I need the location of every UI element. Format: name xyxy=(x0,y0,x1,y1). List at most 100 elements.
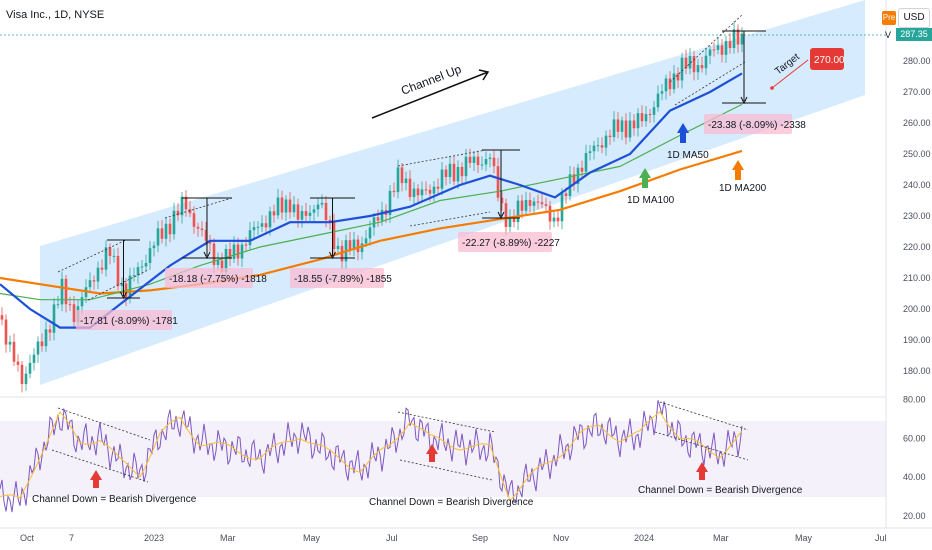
candle-body xyxy=(372,217,376,228)
candle-body xyxy=(48,329,52,333)
rsi-channel-line xyxy=(654,431,749,461)
candle-body xyxy=(220,260,224,273)
candle-body xyxy=(52,304,56,333)
candle-body xyxy=(144,263,148,267)
time-tick-label: 2023 xyxy=(144,533,164,543)
candle-body xyxy=(280,197,284,213)
candle-body xyxy=(688,56,692,69)
target-point xyxy=(770,86,774,90)
drop-label-text: -23.38 (-8.09%) -2338 xyxy=(708,120,806,131)
price-tick-label: 230.00 xyxy=(903,211,931,221)
divergence-label: Channel Down = Bearish Divergence xyxy=(32,494,197,505)
candle-body xyxy=(308,212,312,216)
candle-body xyxy=(408,178,412,198)
candle-body xyxy=(572,174,576,185)
time-tick-label: Sep xyxy=(472,533,488,543)
candle-body xyxy=(252,227,256,231)
candle-body xyxy=(356,239,360,253)
candle-body xyxy=(560,193,564,222)
candle-body xyxy=(664,78,668,92)
candle-body xyxy=(304,211,308,216)
candle-body xyxy=(328,220,332,222)
candle-body xyxy=(184,196,188,210)
time-tick-label: Jul xyxy=(875,533,887,543)
candle-body xyxy=(592,145,596,152)
time-tick-label: Nov xyxy=(553,533,570,543)
candle-body xyxy=(476,156,480,166)
candle-body xyxy=(148,248,152,264)
candle-body xyxy=(388,190,392,215)
candle-body xyxy=(724,41,728,55)
candle-body xyxy=(20,364,24,385)
measure-arrowhead xyxy=(120,291,127,300)
candle-body xyxy=(40,341,44,347)
candle-body xyxy=(72,304,76,323)
candle-body xyxy=(348,240,352,251)
divergence-label: Channel Down = Bearish Divergence xyxy=(369,497,534,508)
candles-group xyxy=(0,21,744,393)
candle-body xyxy=(336,245,340,250)
bearish-arrow-icon xyxy=(90,470,102,488)
candle-body xyxy=(444,169,448,178)
divergence-label: Channel Down = Bearish Divergence xyxy=(638,485,803,496)
candle-body xyxy=(104,247,108,270)
candle-body xyxy=(320,202,324,205)
ma100-label: 1D MA100 xyxy=(627,195,675,206)
candle-body xyxy=(436,186,440,189)
candle-body xyxy=(720,45,724,55)
candle-body xyxy=(244,244,248,246)
target-line xyxy=(771,59,809,89)
price-tick-label: 220.00 xyxy=(903,242,931,252)
candle-body xyxy=(696,65,700,73)
candle-body xyxy=(204,230,208,241)
currency-button[interactable]: USD xyxy=(898,8,930,28)
mini-channel-line xyxy=(674,61,746,106)
drop-label-box xyxy=(290,268,384,288)
candle-body xyxy=(196,226,200,229)
candle-body xyxy=(352,239,356,251)
candle-body xyxy=(364,238,368,244)
candle-body xyxy=(164,223,168,239)
ticker-tag: V xyxy=(885,30,892,40)
candle-body xyxy=(568,174,572,196)
candle-body xyxy=(324,202,328,221)
candle-body xyxy=(584,153,588,172)
channel-arrow xyxy=(371,71,489,119)
price-tick-label: 190.00 xyxy=(903,335,931,345)
candle-body xyxy=(416,188,420,196)
candle-body xyxy=(484,159,488,165)
candle-body xyxy=(632,120,636,129)
measure-arrowhead xyxy=(740,96,748,105)
last-price-tag: 287.35 xyxy=(896,28,932,41)
candle-body xyxy=(668,78,672,90)
candle-body xyxy=(232,244,236,259)
candle-body xyxy=(400,167,404,184)
candle-body xyxy=(116,255,120,286)
candle-body xyxy=(536,201,540,203)
candle-body xyxy=(28,362,32,374)
candle-body xyxy=(732,29,736,48)
premarket-badge[interactable]: Pre xyxy=(882,11,896,25)
candle-body xyxy=(120,283,124,286)
candle-body xyxy=(152,245,156,249)
candle-body xyxy=(12,341,16,362)
drop-label-box xyxy=(704,114,792,134)
drop-label-text: -18.55 (-7.89%) -1855 xyxy=(294,274,392,285)
candle-body xyxy=(428,189,432,194)
candle-body xyxy=(212,243,216,265)
candle-body xyxy=(608,135,612,138)
rsi-channel-line xyxy=(659,401,749,431)
candle-body xyxy=(648,114,652,116)
candle-body xyxy=(464,156,468,177)
candle-body xyxy=(516,200,520,223)
candle-body xyxy=(684,57,688,69)
candle-body xyxy=(8,341,12,345)
symbol-title: Visa Inc., 1D, NYSE xyxy=(6,9,105,21)
candle-body xyxy=(88,280,92,288)
ma200-arrow-icon xyxy=(732,160,744,180)
candle-body xyxy=(420,189,424,196)
time-tick-label: 7 xyxy=(69,533,74,543)
candle-body xyxy=(396,167,400,193)
